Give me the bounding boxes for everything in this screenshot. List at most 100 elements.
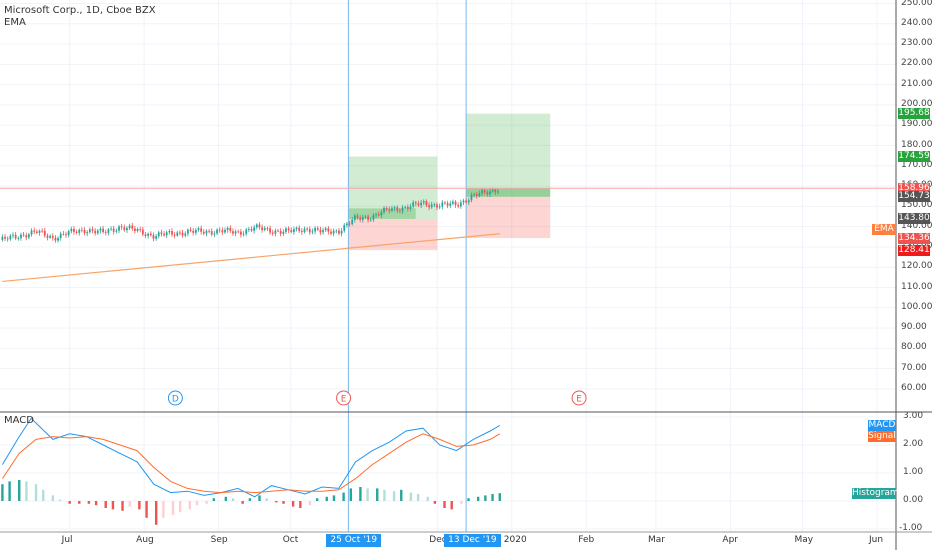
candle-body	[308, 228, 311, 233]
price-axis-tick: 140.00	[901, 220, 932, 231]
macd-histogram-bar	[315, 498, 319, 501]
candle-body	[438, 206, 441, 208]
signal-tag[interactable]: Signal	[868, 431, 896, 443]
candle-body	[234, 231, 237, 234]
candle-body	[86, 232, 89, 234]
candle-body	[184, 233, 187, 236]
candle-body	[25, 235, 28, 238]
candle-body	[401, 207, 404, 212]
candle-body	[147, 233, 150, 236]
ema-line-path	[2, 233, 500, 283]
position-boxes[interactable]	[348, 113, 551, 251]
candle-body	[139, 229, 142, 230]
candle-body	[75, 231, 78, 233]
candle-body	[430, 204, 433, 208]
macd-histogram-bar	[42, 489, 45, 501]
candle-body	[271, 232, 274, 234]
candle-body	[240, 231, 242, 235]
candle-body	[168, 231, 171, 233]
candle-body	[171, 231, 173, 235]
candle-body	[22, 234, 25, 236]
macd-histogram-bar	[58, 499, 62, 501]
candle-body	[467, 200, 470, 203]
macd-histogram-bar	[416, 494, 420, 501]
candle-body	[441, 202, 444, 207]
earnings-marker[interactable]	[571, 390, 587, 406]
macd-histogram-bar	[265, 498, 268, 501]
candle-body	[306, 228, 309, 230]
macd-histogram-bar	[121, 501, 124, 511]
macd-histogram-bar	[409, 492, 413, 501]
candle-body	[475, 194, 478, 197]
candle-body	[338, 230, 340, 234]
candle-body	[160, 232, 163, 234]
candle-body	[65, 234, 67, 236]
candle-body	[6, 238, 9, 240]
price-axis-tick: 250.00	[901, 0, 932, 8]
candle-body	[322, 230, 324, 233]
candle-body	[311, 231, 314, 233]
histogram-tag[interactable]: Histogram	[852, 487, 899, 499]
price-axis-tick: 60.00	[901, 382, 927, 393]
price-tag: 143.80	[898, 213, 930, 225]
candle-body	[59, 233, 62, 239]
candle-body	[205, 230, 208, 234]
time-axis-tick: Dec	[429, 535, 447, 545]
macd-histogram-bar	[138, 501, 141, 510]
candle-body	[88, 229, 91, 233]
macd-tag[interactable]: MACD	[868, 419, 896, 431]
price-axis-tick: 100.00	[901, 301, 932, 312]
long-position-profit-zone[interactable]	[466, 113, 551, 197]
macd-histogram-bar	[366, 488, 369, 501]
candle-body	[38, 230, 41, 233]
price-tag: 195.68	[898, 108, 930, 120]
candle-body	[245, 229, 248, 234]
candle-body	[144, 234, 147, 236]
candle-body	[454, 201, 457, 205]
candle-body	[396, 207, 399, 211]
candle-body	[433, 204, 436, 206]
candle-body	[314, 228, 317, 232]
candle-body	[179, 232, 181, 234]
macd-panel-title[interactable]: MACD	[4, 415, 34, 426]
candle-body	[1, 236, 4, 240]
time-axis-tick: Jul	[61, 535, 73, 545]
candle-body	[120, 226, 123, 228]
candle-body	[261, 227, 264, 231]
dividend-marker[interactable]	[167, 390, 183, 406]
ema-tag[interactable]: EMA	[872, 223, 896, 235]
candle-body	[157, 232, 160, 237]
macd-histogram-bar	[154, 501, 158, 525]
candle-body	[14, 234, 17, 239]
candle-body	[81, 229, 83, 231]
candle-body	[428, 205, 430, 208]
earnings-marker[interactable]	[336, 390, 352, 406]
candle-body	[152, 235, 155, 239]
event-markers[interactable]: EDEE	[0, 390, 587, 406]
candle-body	[409, 206, 412, 209]
candle-body	[361, 217, 364, 220]
candle-body	[388, 209, 391, 211]
macd-histogram-bar	[18, 480, 21, 501]
candle-body	[173, 234, 176, 236]
macd-axis-tick: 2.00	[903, 439, 924, 449]
long-position-stop-zone[interactable]	[466, 196, 551, 239]
event-marker-label: E	[576, 395, 582, 405]
candle-body	[489, 191, 491, 195]
candle-body	[459, 202, 462, 207]
chart-grid	[0, 0, 896, 532]
ema-indicator-label[interactable]: EMA	[4, 17, 26, 28]
candle-body	[367, 216, 370, 220]
date-tag: 25 Oct '19	[326, 534, 382, 547]
candle-body	[30, 230, 33, 235]
candle-body	[224, 229, 226, 233]
candle-body	[250, 229, 253, 231]
candle-body	[481, 190, 483, 194]
candle-body	[78, 229, 81, 233]
macd-histogram-bar	[467, 498, 470, 501]
candle-body	[380, 212, 383, 216]
long-position-stop-zone[interactable]	[348, 218, 438, 251]
candle-body	[176, 232, 179, 236]
candle-body	[197, 228, 200, 231]
